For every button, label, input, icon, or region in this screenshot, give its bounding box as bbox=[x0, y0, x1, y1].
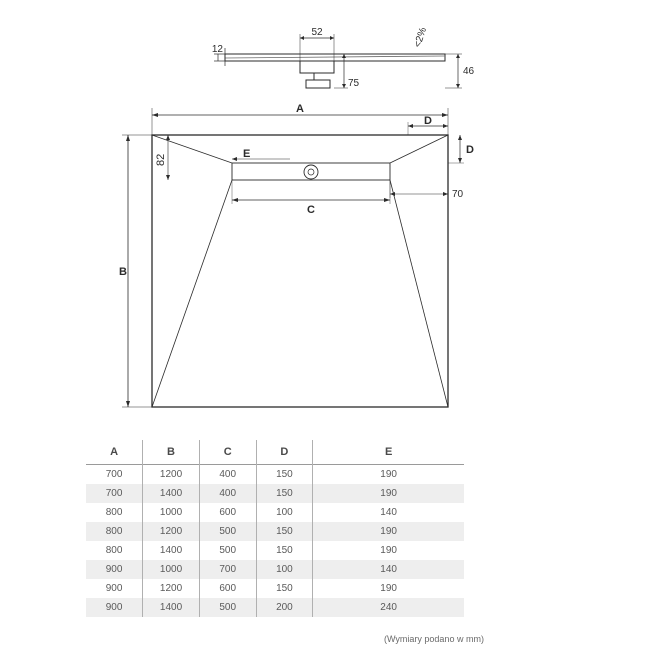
table-row: 9001000700100140 bbox=[86, 560, 464, 579]
table-cell: 1400 bbox=[143, 484, 200, 503]
table-cell: 1400 bbox=[143, 541, 200, 560]
dimensions-table-area: A B C D E 700120040015019070014004001501… bbox=[86, 440, 464, 617]
table-row: 7001200400150190 bbox=[86, 465, 464, 485]
col-header-b: B bbox=[143, 440, 200, 465]
side-view: 12 52 75 <2% 46 bbox=[212, 26, 475, 89]
table-cell: 1200 bbox=[143, 579, 200, 598]
table-cell: 500 bbox=[199, 598, 256, 617]
table-cell: 100 bbox=[256, 560, 313, 579]
table-cell: 190 bbox=[313, 541, 464, 560]
table-cell: 150 bbox=[256, 465, 313, 485]
svg-text:75: 75 bbox=[348, 78, 360, 89]
table-cell: 100 bbox=[256, 503, 313, 522]
table-cell: 900 bbox=[86, 560, 143, 579]
svg-text:A: A bbox=[296, 103, 304, 115]
diagram-area: 12 52 75 <2% 46 bbox=[0, 0, 665, 430]
svg-text:D: D bbox=[424, 115, 432, 127]
table-header-row: A B C D E bbox=[86, 440, 464, 465]
table-cell: 140 bbox=[313, 560, 464, 579]
svg-text:D: D bbox=[466, 144, 474, 156]
table-cell: 1000 bbox=[143, 560, 200, 579]
table-cell: 200 bbox=[256, 598, 313, 617]
table-cell: 900 bbox=[86, 598, 143, 617]
table-cell: 1200 bbox=[143, 465, 200, 485]
table-row: 8001200500150190 bbox=[86, 522, 464, 541]
col-header-d: D bbox=[256, 440, 313, 465]
col-header-e: E bbox=[313, 440, 464, 465]
svg-text:C: C bbox=[307, 204, 315, 216]
footnote: (Wymiary podano w mm) bbox=[384, 634, 484, 644]
table-cell: 150 bbox=[256, 579, 313, 598]
col-header-c: C bbox=[199, 440, 256, 465]
table-cell: 700 bbox=[199, 560, 256, 579]
table-row: 7001400400150190 bbox=[86, 484, 464, 503]
table-row: 9001400500200240 bbox=[86, 598, 464, 617]
table-cell: 600 bbox=[199, 579, 256, 598]
table-cell: 700 bbox=[86, 484, 143, 503]
table-cell: 400 bbox=[199, 465, 256, 485]
table-cell: 800 bbox=[86, 522, 143, 541]
col-header-a: A bbox=[86, 440, 143, 465]
table-cell: 190 bbox=[313, 579, 464, 598]
table-cell: 190 bbox=[313, 465, 464, 485]
svg-text:46: 46 bbox=[463, 66, 475, 77]
top-view: A D D E 82 bbox=[119, 103, 474, 407]
table-row: 9001200600150190 bbox=[86, 579, 464, 598]
table-row: 8001400500150190 bbox=[86, 541, 464, 560]
table-cell: 600 bbox=[199, 503, 256, 522]
table-cell: 140 bbox=[313, 503, 464, 522]
table-cell: 190 bbox=[313, 484, 464, 503]
table-cell: 700 bbox=[86, 465, 143, 485]
table-cell: 1200 bbox=[143, 522, 200, 541]
table-cell: 500 bbox=[199, 522, 256, 541]
table-cell: 800 bbox=[86, 541, 143, 560]
table-cell: 900 bbox=[86, 579, 143, 598]
table-cell: 190 bbox=[313, 522, 464, 541]
technical-drawing: 12 52 75 <2% 46 bbox=[0, 0, 665, 430]
svg-text:70: 70 bbox=[452, 189, 464, 200]
svg-text:B: B bbox=[119, 266, 127, 278]
svg-text:52: 52 bbox=[311, 27, 323, 38]
svg-text:E: E bbox=[243, 148, 250, 160]
svg-text:12: 12 bbox=[212, 44, 224, 55]
table-cell: 240 bbox=[313, 598, 464, 617]
svg-text:<2%: <2% bbox=[412, 26, 429, 49]
table-cell: 800 bbox=[86, 503, 143, 522]
table-cell: 400 bbox=[199, 484, 256, 503]
table-cell: 150 bbox=[256, 522, 313, 541]
table-cell: 500 bbox=[199, 541, 256, 560]
table-cell: 1400 bbox=[143, 598, 200, 617]
table-cell: 1000 bbox=[143, 503, 200, 522]
table-cell: 150 bbox=[256, 484, 313, 503]
table-row: 8001000600100140 bbox=[86, 503, 464, 522]
table-cell: 150 bbox=[256, 541, 313, 560]
svg-text:82: 82 bbox=[155, 154, 167, 166]
dimensions-table: A B C D E 700120040015019070014004001501… bbox=[86, 440, 464, 617]
